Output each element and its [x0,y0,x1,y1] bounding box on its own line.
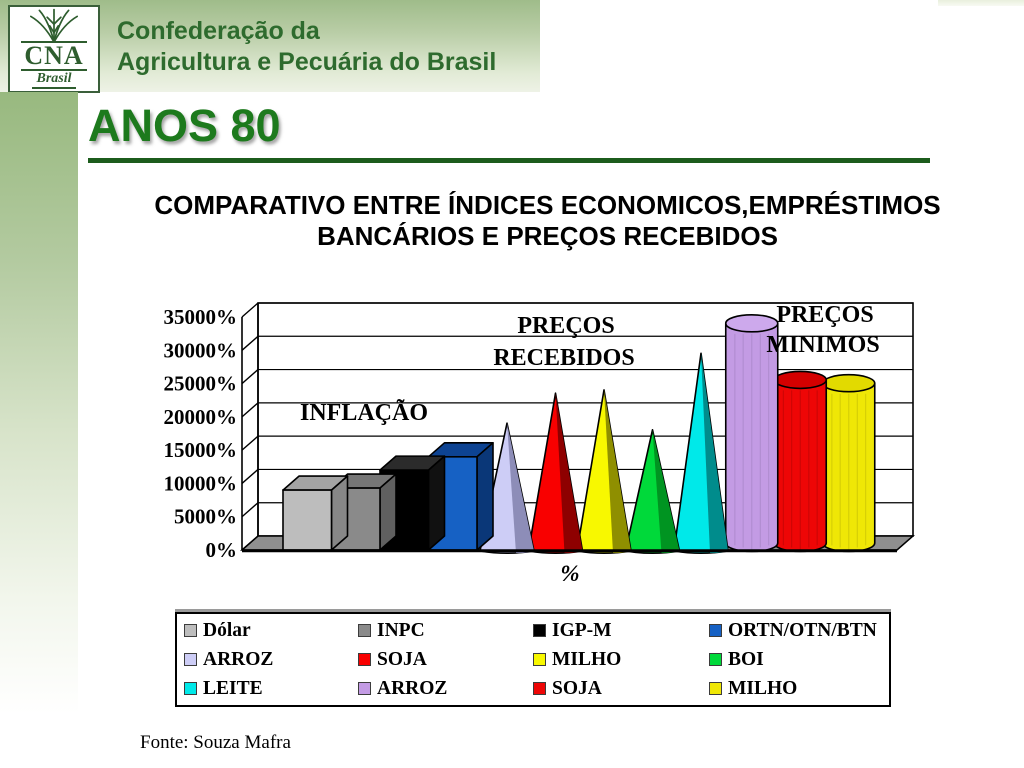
series-cylinder-milho [821,373,876,553]
chart-annotation: INFLAÇÃO [300,400,428,426]
subtitle-line2: BANCÁRIOS E PREÇOS RECEBIDOS [317,221,778,251]
legend-item-igp-m: IGP-M [533,620,709,642]
series-box-d-lar [282,475,349,551]
legend-label: Dólar [203,619,251,641]
legend-item-milho: MILHO [533,649,709,671]
legend-label: INPC [377,619,425,641]
y-axis-tick [241,369,259,385]
y-tick-label: 20000% [164,405,238,429]
y-axis-tick [241,535,259,551]
legend-label: BOI [728,648,764,670]
y-axis-tick [241,335,259,351]
slide-title: ANOS 80 [88,100,281,151]
legend-item-d-lar: Dólar [184,620,358,642]
legend-label: IGP-M [552,619,612,641]
subtitle-line1: COMPARATIVO ENTRE ÍNDICES ECONOMICOS,EMP… [154,190,941,220]
chart-legend: Dólar INPC IGP-M ORTN/OTN/BTN ARROZ SOJA MILHO… [175,612,891,707]
chart-annotation: RECEBIDOS [493,345,634,371]
chart-annotation: PREÇOS [776,302,873,328]
legend-item-soja: SOJA [533,678,709,700]
chart-annotation: PREÇOS [517,313,614,339]
top-right-decoration [938,0,1024,6]
y-tick-label: 0% [206,538,238,562]
legend-label: ARROZ [377,677,448,699]
cna-logo: CNA Brasil [8,5,100,93]
legend-item-arroz: ARROZ [184,649,358,671]
legend-swatch [709,682,722,695]
legend-swatch [358,624,371,637]
chart-annotation: MINIMOS [766,332,879,358]
y-tick-label: 5000% [174,505,237,529]
legend-swatch [709,624,722,637]
wheat-icon [29,8,78,43]
legend-swatch [184,682,197,695]
legend-label: MILHO [728,677,798,699]
legend-label: SOJA [377,648,427,670]
legend-swatch [358,653,371,666]
legend-label: ARROZ [203,648,274,670]
series-cylinder-arroz [724,314,779,553]
legend-swatch [184,653,197,666]
legend-label: SOJA [552,677,602,699]
x-axis-label: % [560,561,579,586]
y-axis-tick [241,435,259,451]
org-name-line2: Agricultura e Pecuária do Brasil [117,48,497,76]
legend-swatch [358,682,371,695]
legend-item-ortn-otn-btn: ORTN/OTN/BTN [709,620,889,642]
legend-label: ORTN/OTN/BTN [728,619,877,641]
y-axis-tick [241,402,259,418]
legend-label: MILHO [552,648,622,670]
y-axis-tick [241,502,259,518]
legend-item-arroz: ARROZ [358,678,533,700]
y-tick-label: 15000% [164,438,238,462]
org-name: Confederação da Agricultura e Pecuária d… [117,16,496,78]
y-tick-label: 30000% [164,338,238,362]
y-tick-label: 10000% [164,471,238,495]
org-name-line1: Confederação da [117,17,320,45]
legend-swatch [184,624,197,637]
legend-item-inpc: INPC [358,620,533,642]
source-note: Fonte: Souza Mafra [140,732,291,753]
legend-swatch [533,624,546,637]
series-cylinder-soja [773,370,828,553]
logo-acronym: CNA [21,41,87,71]
y-axis-tick [241,468,259,484]
legend-swatch [533,682,546,695]
legend-swatch [533,653,546,666]
legend-item-soja: SOJA [358,649,533,671]
legend-swatch [709,653,722,666]
y-tick-label: 25000% [164,372,238,396]
legend-item-boi: BOI [709,649,889,671]
legend-item-leite: LEITE [184,678,358,700]
chart: 0% 5000% 10000% 15000% 20000% 25000% 30000% 350… [164,302,915,586]
logo-country: Brasil [32,71,76,90]
y-tick-label: 35000% [164,305,238,329]
legend-label: LEITE [203,677,263,699]
sidebar-gradient [0,92,78,768]
y-axis-tick [241,302,259,318]
slide-subtitle: COMPARATIVO ENTRE ÍNDICES ECONOMICOS,EMP… [95,190,1000,252]
title-rule [88,158,930,163]
legend-item-milho: MILHO [709,678,889,700]
